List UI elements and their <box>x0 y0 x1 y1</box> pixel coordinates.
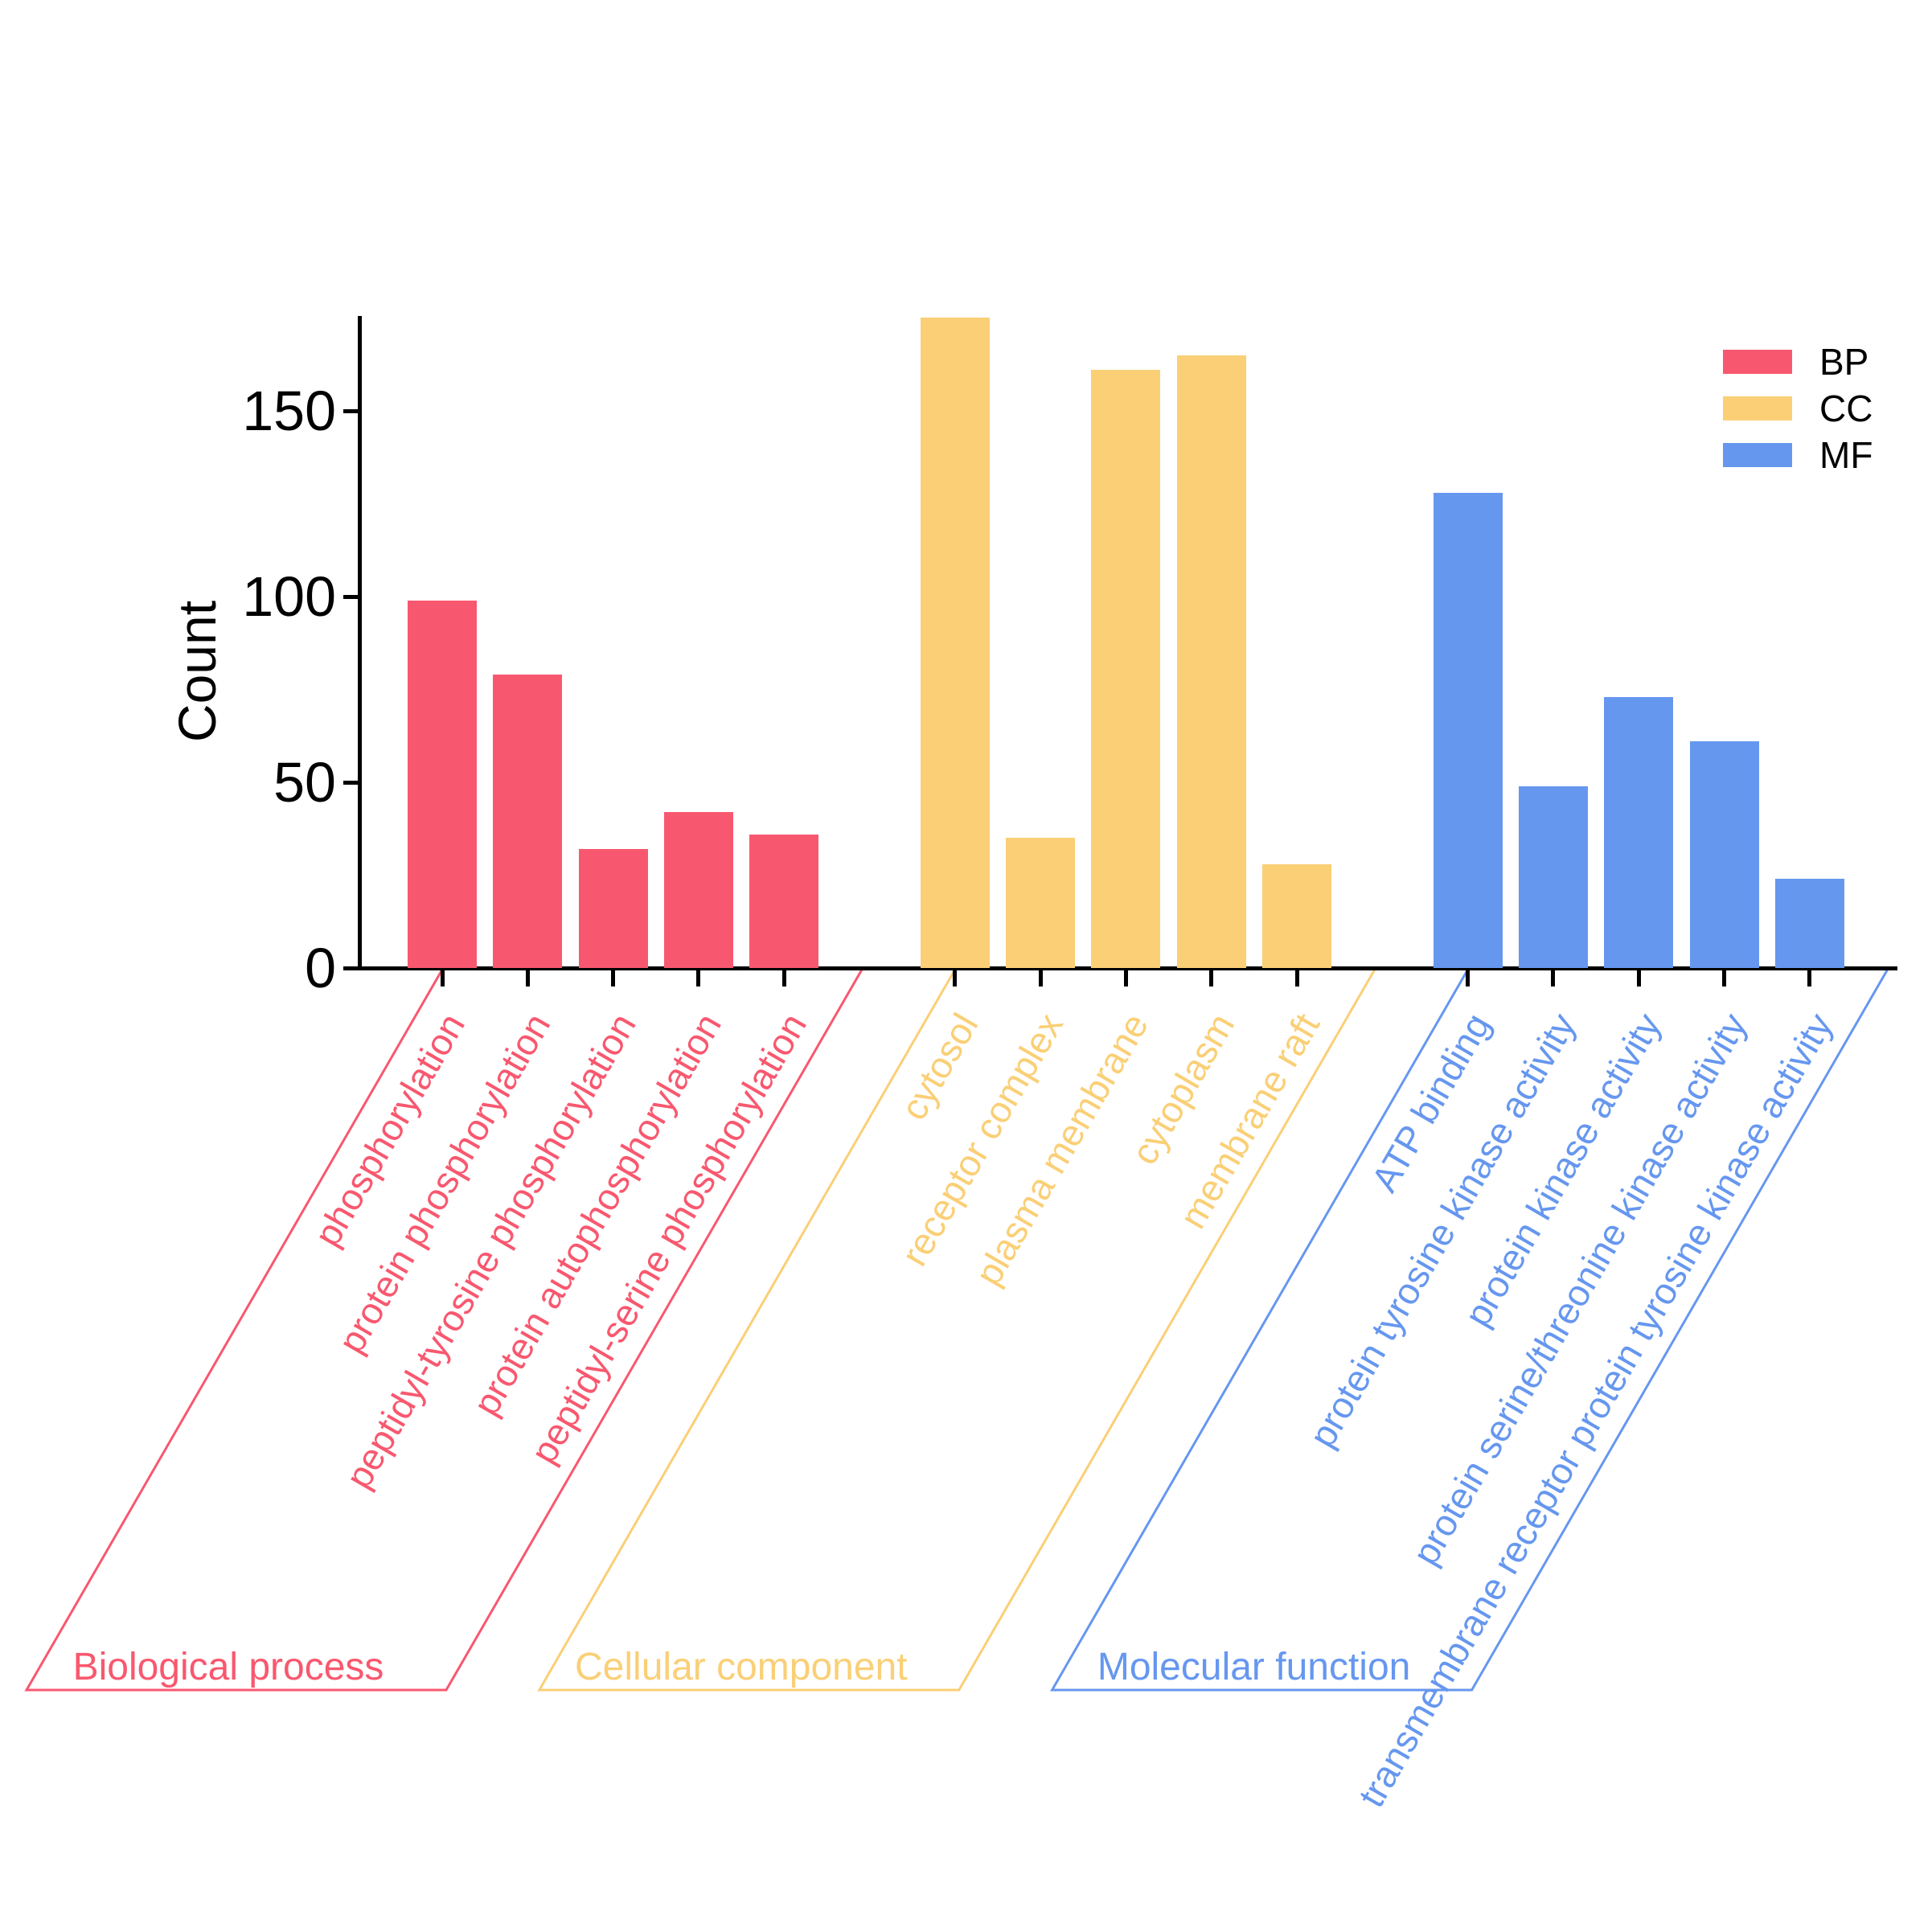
x-tick-mark <box>1551 970 1556 987</box>
bar-protein-tyrosine-kinase-activity <box>1518 786 1588 968</box>
legend-label: CC <box>1819 388 1873 429</box>
legend-swatch-cc <box>1723 396 1792 420</box>
y-tick-mark <box>343 408 358 413</box>
bar-plasma-membrane <box>1091 370 1161 968</box>
y-tick-mark <box>343 966 358 970</box>
bar-membrane-raft <box>1262 864 1331 968</box>
x-tick-mark <box>781 970 786 987</box>
legend-row-bp: BP <box>1723 343 1873 380</box>
legend-label: MF <box>1819 434 1873 476</box>
bar-receptor-complex <box>1006 838 1076 968</box>
parallelogram-bp <box>24 969 863 1692</box>
legend-row-cc: CC <box>1723 390 1873 427</box>
parallelogram-mf <box>1050 969 1889 1692</box>
bar-protein-serine-threonine-kinase-activity <box>1689 741 1759 968</box>
x-tick-mark <box>1807 970 1812 987</box>
bar-atp-binding <box>1433 493 1503 968</box>
x-tick-mark <box>1123 970 1128 987</box>
x-tick-mark <box>1636 970 1641 987</box>
legend-row-mf: MF <box>1723 437 1873 474</box>
group-label-mf: Molecular function <box>1097 1646 1411 1688</box>
x-tick-mark <box>525 970 530 987</box>
x-tick-mark <box>696 970 701 987</box>
bar-protein-autophosphorylation <box>663 812 733 968</box>
x-axis-line <box>358 966 1897 970</box>
group-label-cc: Cellular component <box>575 1646 908 1688</box>
y-axis-line <box>358 316 362 970</box>
x-tick-mark <box>1209 970 1214 987</box>
x-tick-mark <box>440 970 445 987</box>
legend: BP CC MF <box>1723 343 1873 490</box>
bar-transmembrane-receptor-protein-tyrosine-kinase-activity <box>1774 879 1844 968</box>
bar-protein-kinase-activity <box>1604 697 1674 968</box>
y-tick-label: 150 <box>242 379 336 442</box>
bar-peptidyl-serine-phosphorylation <box>749 835 819 968</box>
legend-swatch-mf <box>1723 443 1792 467</box>
y-tick-mark <box>343 594 358 599</box>
x-tick-mark <box>1038 970 1043 987</box>
legend-label: BP <box>1819 341 1869 383</box>
legend-swatch-bp <box>1723 350 1792 374</box>
bar-cytosol <box>920 318 990 968</box>
y-tick-label: 50 <box>273 751 336 814</box>
x-tick-mark <box>1466 970 1471 987</box>
y-tick-label: 0 <box>305 937 336 999</box>
x-tick-mark <box>953 970 958 987</box>
parallelogram-cc <box>537 969 1376 1692</box>
bar-phosphorylation <box>408 601 477 968</box>
bar-cytoplasm <box>1176 355 1246 968</box>
y-tick-mark <box>343 780 358 785</box>
bar-protein-phosphorylation <box>493 675 563 968</box>
x-tick-mark <box>611 970 616 987</box>
y-tick-label: 100 <box>242 565 336 628</box>
y-axis-title: Count <box>167 600 227 743</box>
x-tick-mark <box>1722 970 1726 987</box>
bar-peptidyl-tyrosine-phosphorylation <box>578 849 648 968</box>
x-tick-mark <box>1294 970 1299 987</box>
group-label-bp: Biological process <box>72 1646 384 1688</box>
